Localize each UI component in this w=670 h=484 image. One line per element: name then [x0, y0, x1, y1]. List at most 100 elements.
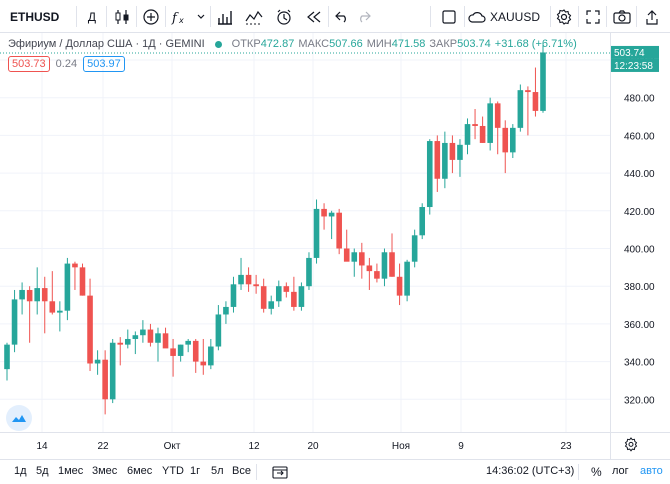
candle-body [253, 284, 259, 287]
range-3m-button[interactable]: 3мес [92, 465, 118, 477]
candle-body [72, 263, 78, 268]
price-tick-label: 400.00 [624, 245, 655, 256]
svg-text:f: f [171, 11, 179, 25]
toolbar-divider [165, 6, 166, 27]
chevron-down-icon[interactable] [194, 0, 208, 33]
toolbar-divider [76, 6, 77, 27]
candle-body [87, 295, 93, 364]
candle-body [419, 207, 426, 236]
range-6m-button[interactable]: 6мес [127, 465, 153, 477]
chart-title: Эфириум / Доллар США · 1Д · GEMINI [8, 38, 205, 50]
spread-value: 0.24 [55, 58, 78, 70]
toolbar-divider [636, 6, 637, 27]
change-value: +31.68 (+6.71%) [494, 38, 577, 50]
camera-icon[interactable] [610, 0, 634, 33]
high-value: 507.66 [329, 38, 363, 50]
candle-body [510, 127, 516, 153]
tradingview-logo-icon[interactable] [6, 405, 32, 431]
time-tick-label: 23 [560, 441, 572, 452]
interval-button[interactable]: Д [80, 0, 104, 33]
candle-body [41, 288, 48, 302]
candle-body [19, 289, 25, 300]
compare-symbol-label: XAUUSD [490, 9, 541, 24]
candle-body [268, 301, 275, 309]
price-tick-label: 340.00 [624, 358, 655, 369]
candle-body [359, 252, 365, 266]
candle-body [442, 142, 448, 179]
candle-body [457, 144, 463, 160]
goto-date-icon[interactable] [272, 465, 288, 482]
redo-icon[interactable] [353, 0, 375, 33]
clock-timezone-button[interactable]: 14:36:02 (UTC+3) [486, 465, 575, 477]
price-tick-label: 480.00 [624, 94, 655, 105]
bid-button[interactable]: 503.73 [8, 56, 50, 72]
open-value: 472.87 [260, 38, 295, 50]
toolbar-divider [578, 6, 579, 27]
range-all-button[interactable]: Все [232, 465, 251, 477]
candle-body [525, 90, 531, 93]
candle-body [540, 52, 546, 111]
candle-body [275, 286, 282, 302]
candle-body [117, 342, 124, 345]
toolbar-divider [430, 6, 431, 27]
last-price-label: 503.74 [614, 48, 645, 59]
select-square-icon[interactable] [438, 0, 460, 33]
candle-body [389, 252, 395, 277]
cloud-symbol-button[interactable]: XAUUSD [468, 0, 550, 33]
low-label: МИН [366, 38, 392, 50]
toolbar-divider [136, 6, 137, 27]
bottom-toolbar: 1д 5д 1мес 3мес 6мес YTD 1г 5л Все 14:36… [0, 459, 670, 484]
time-tick-label: 9 [458, 441, 464, 452]
range-5y-button[interactable]: 5л [211, 465, 224, 477]
close-label: ЗАКР [429, 38, 458, 50]
share-publish-icon[interactable] [640, 0, 664, 33]
percent-scale-button[interactable]: % [591, 465, 602, 479]
price-tick-label: 440.00 [624, 169, 655, 180]
templates-chart-icon[interactable] [242, 0, 266, 33]
price-tick-label: 320.00 [624, 395, 655, 406]
candle-body [283, 286, 290, 292]
candle-body [245, 274, 252, 285]
candle-body [434, 141, 441, 179]
range-5d-button[interactable]: 5д [36, 465, 49, 477]
candle-body [472, 124, 478, 126]
symbol-search-button[interactable]: ETHUSD [4, 0, 74, 33]
auto-scale-button[interactable]: авто [640, 465, 663, 477]
fullscreen-icon[interactable] [582, 0, 604, 33]
axis-settings-gear-icon[interactable] [624, 437, 638, 452]
candle-body [49, 301, 56, 313]
compare-add-icon[interactable] [139, 0, 163, 33]
price-tick-label: 380.00 [624, 282, 655, 293]
range-1y-button[interactable]: 1г [190, 465, 201, 477]
financials-bars-icon[interactable] [213, 0, 237, 33]
candle-body [177, 344, 184, 356]
time-tick-label: 12 [248, 441, 260, 452]
undo-icon[interactable] [331, 0, 353, 33]
candle-body [404, 261, 410, 296]
toolbar-divider [550, 6, 551, 27]
candle-body [170, 348, 176, 356]
candle-body [94, 359, 101, 364]
alert-clock-icon[interactable] [272, 0, 296, 33]
price-chart[interactable]: 500.00480.00460.00440.00420.00400.00380.… [0, 33, 670, 459]
last-price-badge [611, 45, 659, 59]
range-ytd-button[interactable]: YTD [162, 465, 184, 477]
candle-body [124, 338, 131, 345]
candle-body [494, 103, 501, 128]
ask-button[interactable]: 503.97 [83, 56, 125, 72]
log-scale-button[interactable]: лог [612, 465, 629, 477]
range-1d-button[interactable]: 1д [14, 465, 27, 477]
candle-body [132, 335, 139, 339]
candle-body [449, 142, 456, 160]
replay-rewind-icon[interactable] [302, 0, 326, 33]
open-label: ОТКР [231, 38, 261, 50]
chart-type-candles-icon[interactable] [110, 0, 134, 33]
svg-text:x: x [178, 16, 184, 25]
visibility-dot-icon[interactable] [214, 40, 222, 48]
candle-body [396, 276, 403, 296]
gear-icon[interactable] [553, 0, 575, 33]
range-1m-button[interactable]: 1мес [58, 465, 84, 477]
candle-body [102, 359, 108, 400]
candle-body [479, 125, 486, 143]
